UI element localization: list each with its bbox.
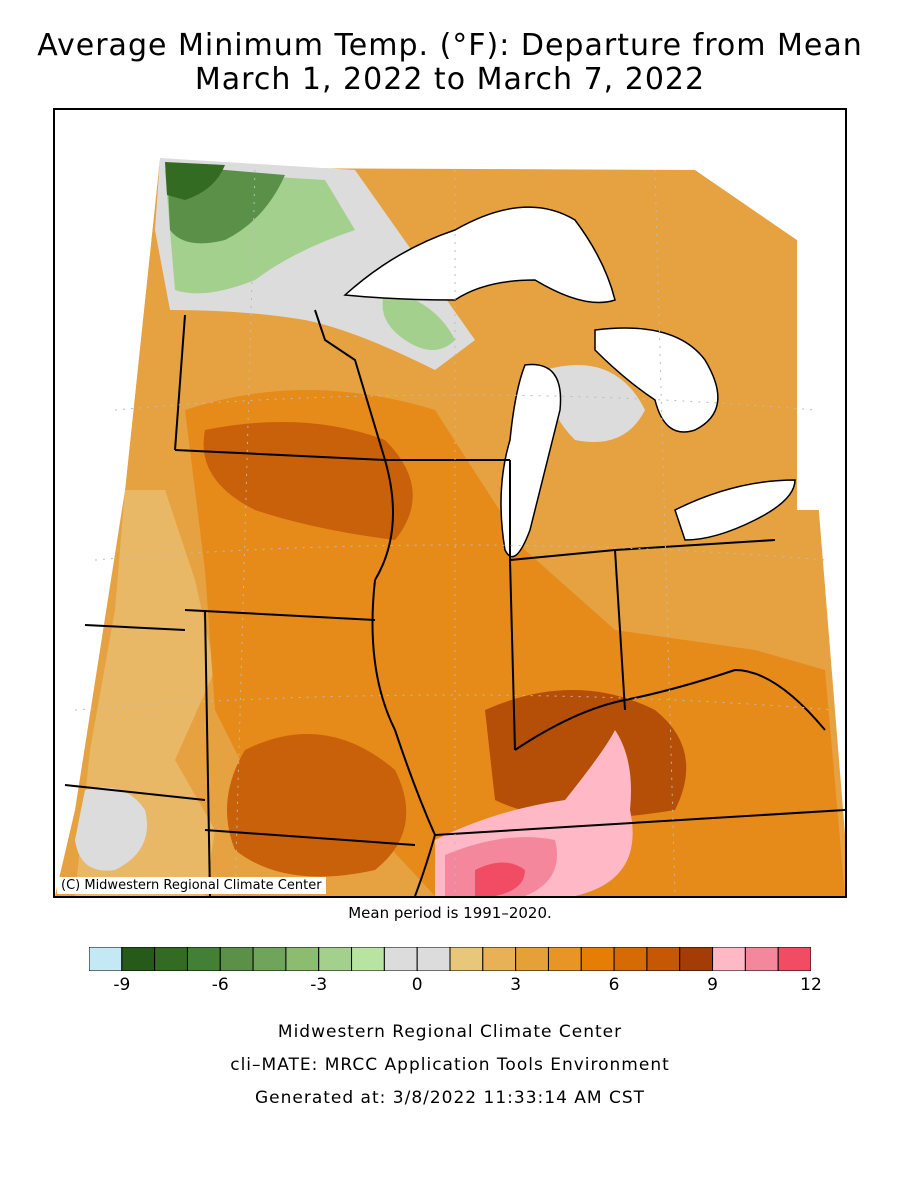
legend-swatch-16 bbox=[613, 947, 648, 971]
ky-tn-border bbox=[434, 809, 845, 836]
legend-swatch-6 bbox=[285, 947, 320, 971]
mn-nd-border bbox=[174, 314, 186, 451]
mo-ks-border bbox=[204, 609, 211, 896]
footer-org: Midwestern Regional Climate Center bbox=[277, 1022, 623, 1042]
shade-core-ky bbox=[485, 690, 687, 818]
ia-il-border bbox=[374, 459, 394, 581]
legend-swatch-17 bbox=[646, 947, 681, 971]
legend-swatch-12 bbox=[482, 947, 517, 971]
legend-tick-7: 12 bbox=[800, 975, 822, 995]
legend-swatch-18 bbox=[679, 947, 714, 971]
legend-swatch-14 bbox=[547, 947, 582, 971]
mo-ar-border bbox=[204, 829, 416, 846]
oh-mi-border bbox=[614, 539, 776, 551]
outside-top bbox=[55, 110, 845, 170]
ohio-river bbox=[514, 668, 826, 751]
legend-tick-3: 0 bbox=[411, 975, 423, 995]
shade-core-north bbox=[203, 422, 413, 540]
outside-ne bbox=[695, 170, 845, 510]
legend-swatch-10 bbox=[416, 947, 451, 971]
temperature-departure-map bbox=[55, 110, 845, 896]
legend-tick-4: 3 bbox=[510, 975, 522, 995]
legend-swatch-19 bbox=[712, 947, 746, 971]
shade-sw-grey bbox=[75, 787, 147, 871]
lake-huron bbox=[594, 327, 719, 433]
lake-erie bbox=[674, 479, 796, 541]
legend-swatch-9 bbox=[383, 947, 418, 971]
legend-swatch-3 bbox=[186, 947, 221, 971]
legend-swatch-5 bbox=[252, 947, 287, 971]
legend-tick-labels: -9 -6 -3 0 3 6 9 12 bbox=[89, 975, 821, 999]
legend-swatch-21 bbox=[777, 947, 811, 971]
il-wi-mi-border bbox=[509, 460, 616, 562]
map-title-line2: March 1, 2022 to March 7, 2022 bbox=[194, 62, 706, 97]
map-copyright: (C) Midwestern Regional Climate Center bbox=[57, 877, 326, 894]
lake-michigan bbox=[500, 363, 562, 558]
legend-tick-1: -6 bbox=[211, 975, 229, 995]
legend-tick-5: 6 bbox=[608, 975, 620, 995]
shade-up-green bbox=[382, 290, 455, 350]
legend-tick-0: -9 bbox=[113, 975, 131, 995]
il-in-border bbox=[509, 559, 516, 751]
ne-ks-border bbox=[64, 784, 206, 801]
legend-swatch-15 bbox=[580, 947, 615, 971]
legend-swatch-7 bbox=[318, 947, 353, 971]
ia-mn-border bbox=[174, 449, 386, 461]
graticule bbox=[74, 169, 836, 896]
map-frame: (C) Midwestern Regional Climate Center bbox=[53, 108, 847, 898]
legend-swatch-20 bbox=[744, 947, 779, 971]
legend-swatch-0 bbox=[89, 947, 123, 971]
ia-mo-border bbox=[184, 609, 376, 621]
map-title-line1: Average Minimum Temp. (°F): Departure fr… bbox=[37, 28, 863, 63]
shade-pink-core bbox=[475, 862, 525, 896]
state-boundaries bbox=[64, 309, 845, 896]
legend-tick-2: -3 bbox=[310, 975, 328, 995]
shade-green-dark bbox=[165, 162, 225, 200]
legend-swatch-4 bbox=[219, 947, 254, 971]
sd-ne-border bbox=[84, 624, 186, 631]
in-oh-border bbox=[614, 549, 626, 711]
legend-swatch-1 bbox=[121, 947, 156, 971]
legend-swatch-11 bbox=[449, 947, 484, 971]
legend-swatch-2 bbox=[154, 947, 188, 971]
outside-nw bbox=[55, 110, 160, 896]
color-legend bbox=[89, 947, 811, 971]
legend-swatch-8 bbox=[351, 947, 385, 971]
legend-tick-6: 9 bbox=[707, 975, 718, 995]
shade-mi-grey bbox=[545, 365, 645, 442]
footer-tool: cli–MATE: MRCC Application Tools Environ… bbox=[230, 1055, 670, 1075]
mean-period-note: Mean period is 1991–2020. bbox=[348, 904, 552, 922]
wi-mn-border bbox=[314, 309, 386, 461]
legend-swatch-13 bbox=[515, 947, 549, 971]
mississippi-river bbox=[371, 579, 437, 896]
footer-generated: Generated at: 3/8/2022 11:33:14 AM CST bbox=[254, 1088, 646, 1108]
